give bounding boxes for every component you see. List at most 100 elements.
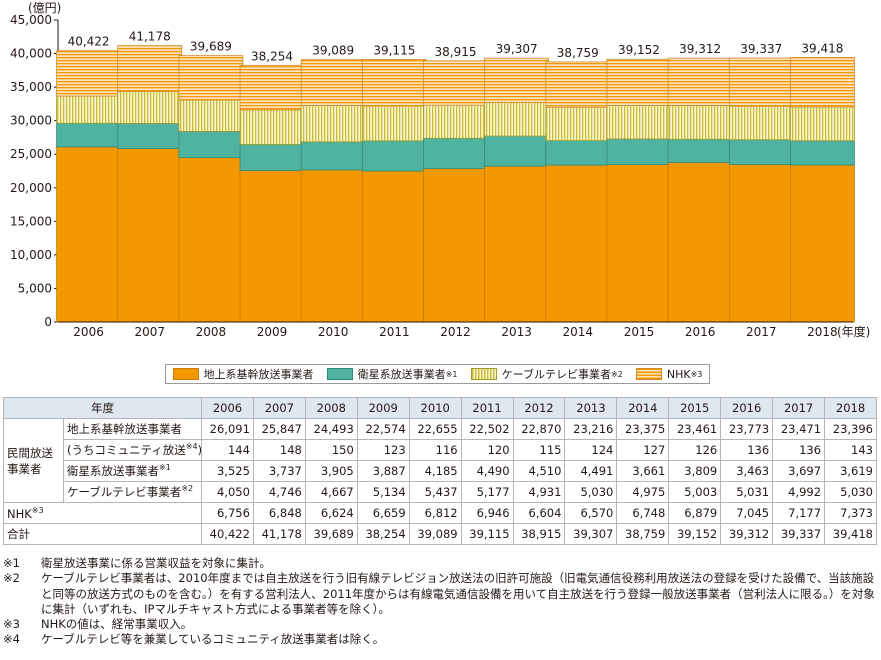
legend-label: NHK <box>666 367 691 381</box>
table-cell: 116 <box>408 439 462 461</box>
legend-item-cable: ケーブルテレビ事業者 ※2 <box>470 366 623 382</box>
row-label-close: ) <box>198 443 201 457</box>
table-cell: 7,373 <box>824 502 877 524</box>
bar-nhk <box>667 57 733 106</box>
table-cell: 39,152 <box>668 523 722 545</box>
table-cell: 39,089 <box>408 523 462 545</box>
table-header-year: 2013 <box>564 397 618 419</box>
legend-note-mark: ※1 <box>445 369 458 379</box>
legend-swatch-terrestrial <box>172 368 199 380</box>
x-tick-label: 2013 <box>501 325 532 339</box>
bar-terrestrial <box>178 157 244 323</box>
y-axis: 0 5,000 10,000 15,000 20,000 25,000 30,000 35,0… <box>10 13 59 329</box>
table-row-total: 合計 40,422 41,178 39,689 38,254 39,089 39,115 38… <box>3 523 877 545</box>
x-tick-label: 2008 <box>196 325 227 339</box>
bar-satellite <box>667 138 733 163</box>
footnote-text: ケーブルテレビ事業者は、2010年度までは自主放送を行う旧有線テレビジョン放送法… <box>41 571 875 616</box>
table-row-label: 合計 <box>3 523 202 545</box>
table-cell: 3,697 <box>772 460 826 482</box>
footnote: ※3 NHKの値は、経常事業収入。 <box>3 617 879 632</box>
bar-terrestrial <box>300 169 366 323</box>
table-cell: 6,624 <box>304 502 358 524</box>
bar-nhk <box>178 55 244 101</box>
bar-satellite <box>545 140 611 166</box>
table-cell: 41,178 <box>252 523 306 545</box>
table-cell: 3,525 <box>201 460 254 482</box>
table-cell: 38,254 <box>356 523 410 545</box>
x-tick-label: 2016 <box>685 325 716 339</box>
table-cell: 115 <box>512 439 566 461</box>
footnote-mark: ※2 <box>3 571 20 586</box>
bar-nhk <box>361 59 427 107</box>
table-cell: 5,031 <box>720 481 774 503</box>
legend-swatch-satellite <box>326 368 353 380</box>
table-row-label: NHK※3 <box>3 502 202 524</box>
y-tick-label: 10,000 <box>10 248 52 262</box>
x-tick-label: 2010 <box>318 325 349 339</box>
table-cell: 3,463 <box>720 460 774 482</box>
row-label-note-mark: ※4 <box>185 442 198 452</box>
table-cell: 3,905 <box>304 460 358 482</box>
y-tick-label: 35,000 <box>10 80 52 94</box>
legend-item-terrestrial: 地上系基幹放送事業者 <box>172 366 314 382</box>
table-row-label: ケーブルテレビ事業者※2 <box>63 481 202 503</box>
footnotes: ※1 衛星放送事業に係る営業収益を対象に集計。 ※2 ケーブルテレビ事業者は、2… <box>3 556 879 648</box>
table-row: 衛星系放送事業者※1 3,525 3,737 3,905 3,887 4,185 4,490… <box>4 460 877 482</box>
table-cell: 4,931 <box>512 481 566 503</box>
table-cell: 148 <box>252 439 306 461</box>
table-cell: 23,216 <box>564 418 618 440</box>
row-label-text: 衛星系放送事業者 <box>67 464 159 478</box>
bar-cable <box>300 104 366 143</box>
legend-label: ケーブルテレビ事業者 <box>501 368 611 381</box>
y-tick-label: 20,000 <box>10 181 52 195</box>
table-cell: 5,003 <box>668 481 722 503</box>
table-cell: 3,809 <box>668 460 722 482</box>
x-tick-label: 2007 <box>134 325 165 339</box>
table-cell: 39,307 <box>564 523 618 545</box>
bar-cable <box>361 105 427 142</box>
bar-nhk <box>484 57 550 103</box>
bar-cable <box>423 104 488 139</box>
total-label: 39,689 <box>190 40 232 54</box>
table-header-year: 2010 <box>408 397 462 419</box>
table-cell: 39,689 <box>304 523 358 545</box>
y-tick-label: 40,000 <box>10 47 52 61</box>
table-cell: 6,946 <box>460 502 514 524</box>
table-cell: 22,502 <box>460 418 514 440</box>
bar-terrestrial <box>728 164 794 323</box>
bar-terrestrial <box>545 164 611 323</box>
table-cell: 4,667 <box>304 481 358 503</box>
bar-nhk <box>239 64 305 111</box>
table-header-year: 2017 <box>772 397 826 419</box>
table-row: (うちコミュニティ放送※4)14414815012311612011512412… <box>4 439 877 461</box>
table-header-year: 2006 <box>201 397 254 419</box>
table-cell: 3,661 <box>616 460 670 482</box>
table-cell: 26,091 <box>201 418 254 440</box>
footnote-mark: ※1 <box>3 556 20 570</box>
table-header-year: 2008 <box>304 397 358 419</box>
bar-nhk <box>790 57 855 108</box>
bar-cable <box>667 105 733 140</box>
bar-cable <box>56 95 121 124</box>
legend-item-nhk: NHK ※3 <box>635 367 702 381</box>
total-label: 39,418 <box>801 41 843 55</box>
footnote-text: ケーブルテレビ等を兼業しているコミュニティ放送事業者は除く。 <box>41 632 385 647</box>
table-cell: 5,437 <box>408 481 462 503</box>
table-cell: 5,177 <box>460 481 514 503</box>
bar-nhk <box>606 58 672 106</box>
table-header-year: 2014 <box>616 397 670 419</box>
bar-nhk <box>728 57 794 107</box>
table-cell: 6,748 <box>616 502 670 524</box>
table-cell: 40,422 <box>201 523 254 545</box>
footnote: ※1 衛星放送事業に係る営業収益を対象に集計。 <box>3 556 879 571</box>
table-row: 民間放送事業者 地上系基幹放送事業者 26,091 25,847 24,493 22,57… <box>3 418 877 503</box>
row-label-text: ケーブルテレビ事業者 <box>67 485 182 499</box>
total-label: 38,254 <box>251 49 293 63</box>
table-header-year: 2016 <box>720 397 774 419</box>
row-label-text: NHK <box>7 506 32 521</box>
row-label-note-mark: ※2 <box>181 484 194 494</box>
table-cell: 23,396 <box>824 418 877 440</box>
table-row-label: 衛星系放送事業者※1 <box>63 460 202 482</box>
table-cell: 39,115 <box>460 523 514 545</box>
table-row-nhk: NHK※3 6,756 6,848 6,624 6,659 6,812 6,946 6,604… <box>3 502 877 524</box>
